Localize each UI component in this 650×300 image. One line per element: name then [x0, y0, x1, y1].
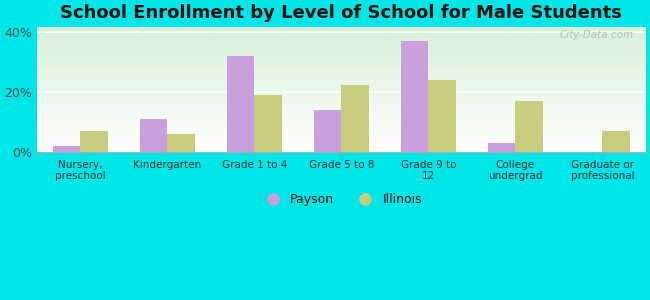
Bar: [603, 131, 630, 152]
Bar: [81, 131, 109, 152]
Bar: [254, 95, 282, 152]
Title: School Enrollment by Level of School for Male Students: School Enrollment by Level of School for…: [60, 4, 622, 22]
Bar: [168, 134, 195, 152]
Bar: [313, 110, 341, 152]
Bar: [140, 119, 168, 152]
Bar: [53, 146, 81, 152]
Bar: [227, 56, 254, 152]
Text: City-Data.com: City-Data.com: [560, 30, 634, 40]
Bar: [428, 80, 456, 152]
Legend: Payson, Illinois: Payson, Illinois: [255, 188, 428, 211]
Bar: [341, 85, 369, 152]
Bar: [400, 41, 428, 152]
Bar: [515, 101, 543, 152]
Bar: [488, 143, 515, 152]
